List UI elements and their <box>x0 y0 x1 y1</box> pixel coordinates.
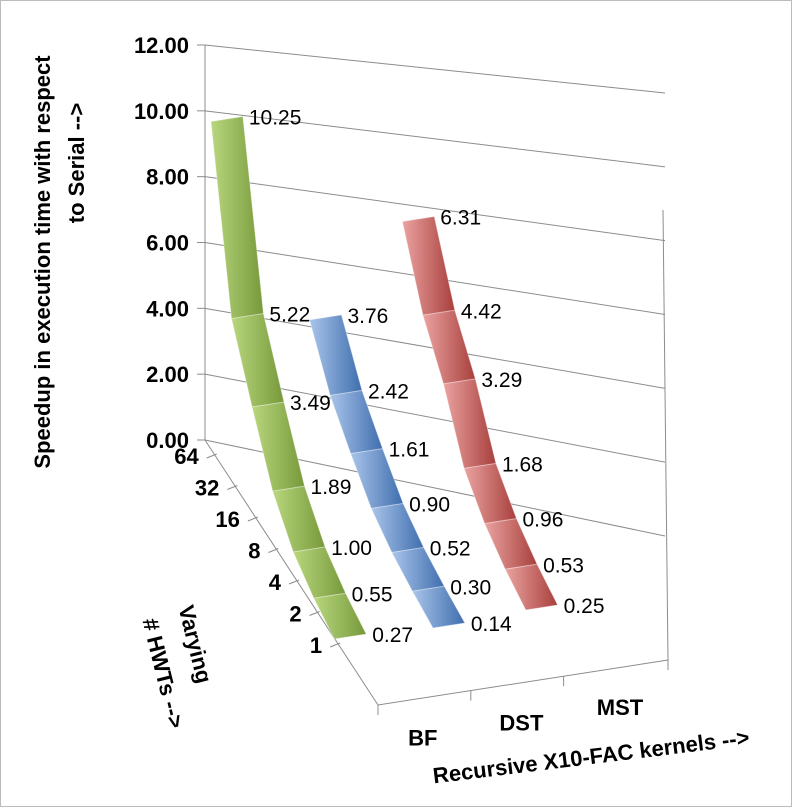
ribbon-segment-mst <box>401 215 456 316</box>
ribbon-segment-dst <box>411 585 466 629</box>
data-label-mst: 0.25 <box>564 595 605 618</box>
data-label-bf: 1.89 <box>311 476 352 499</box>
gridline <box>204 373 666 463</box>
data-labels: 0.27 0.55 1.00 1.89 3.49 5.22 10.25 0.14 0.30 0.5… <box>249 107 605 648</box>
data-label-dst: 0.52 <box>430 538 471 561</box>
gridline <box>204 176 666 242</box>
series-bf <box>210 115 367 640</box>
gridline <box>204 44 666 94</box>
data-label-dst: 0.30 <box>450 576 491 599</box>
depth-tick-label: 16 <box>215 507 239 532</box>
gridlines <box>204 44 666 537</box>
ribbon-segment-bf <box>313 592 367 640</box>
depth-axis-title-line1: Varying <box>174 603 217 686</box>
ribbon-segment-bf <box>230 313 285 408</box>
data-label-bf: 0.55 <box>352 583 393 606</box>
data-label-mst: 1.68 <box>502 453 543 476</box>
data-label-mst: 4.42 <box>461 300 502 323</box>
depth-tick-label: 1 <box>310 633 322 658</box>
x-category-label: DST <box>499 710 544 735</box>
data-label-mst: 0.96 <box>523 509 564 532</box>
ribbon-segment-bf <box>251 401 306 492</box>
x-category-label: MST <box>597 695 644 720</box>
depth-tick-mark <box>288 579 300 585</box>
series-mst <box>401 215 559 611</box>
y-tick-label: 2.00 <box>146 362 189 387</box>
y-axis-title: Speedup in execution time with respect <box>30 55 55 469</box>
depth-tick-label: 4 <box>269 570 282 595</box>
data-label-mst: 0.53 <box>543 554 584 577</box>
floor-front-edge <box>377 659 669 706</box>
y-tick-label: 4.00 <box>146 296 189 321</box>
data-label-dst: 2.42 <box>368 380 409 403</box>
depth-tick-mark <box>329 642 341 648</box>
x-axis-title: Recursive X10-FAC kernels --> <box>431 725 750 789</box>
y-tick-label: 8.00 <box>146 165 189 190</box>
depth-tick-label: 2 <box>289 602 301 627</box>
y-axis-tick-labels: 0.00 2.00 4.00 6.00 8.00 10.00 12.00 <box>134 33 205 453</box>
floor-left-edge <box>204 439 379 706</box>
depth-tick-mark <box>268 548 279 553</box>
series-ribbons <box>210 115 559 640</box>
ribbon-segment-bf <box>210 115 264 320</box>
series-dst <box>308 314 466 629</box>
y-tick-label: 12.00 <box>134 33 189 58</box>
depth-tick-mark <box>247 516 259 522</box>
depth-tick-mark <box>309 611 320 616</box>
data-label-mst: 6.31 <box>440 207 481 230</box>
depth-tick-label: 32 <box>195 476 219 501</box>
x-axis-category-labels: BF DST MST <box>408 695 644 751</box>
ribbon-segment-mst <box>442 378 497 469</box>
depth-tick-mark <box>206 453 217 459</box>
depth-tick-label: 8 <box>248 539 260 564</box>
data-label-dst: 1.61 <box>389 439 430 462</box>
data-label-bf: 0.27 <box>372 624 413 647</box>
y-tick-label: 6.00 <box>146 231 189 256</box>
data-label-bf: 1.00 <box>331 537 372 560</box>
data-label-dst: 0.14 <box>471 613 512 636</box>
data-label-mst: 3.29 <box>481 369 522 392</box>
depth-tick-label: 64 <box>174 444 199 469</box>
x-category-label: BF <box>408 726 437 751</box>
gridline <box>204 110 666 168</box>
data-label-bf: 10.25 <box>249 107 302 130</box>
y-axis-title-line2: to Serial --> <box>64 103 89 223</box>
data-label-bf: 5.22 <box>269 304 310 327</box>
depth-tick-mark <box>227 485 238 490</box>
data-label-dst: 0.90 <box>409 494 450 517</box>
ribbon-segment-mst <box>504 563 559 611</box>
data-label-bf: 3.49 <box>290 392 331 415</box>
data-label-dst: 3.76 <box>347 305 388 328</box>
y-tick-label: 10.00 <box>134 99 189 124</box>
right-edge <box>662 209 669 661</box>
y-tick-label: 0.00 <box>146 428 189 453</box>
